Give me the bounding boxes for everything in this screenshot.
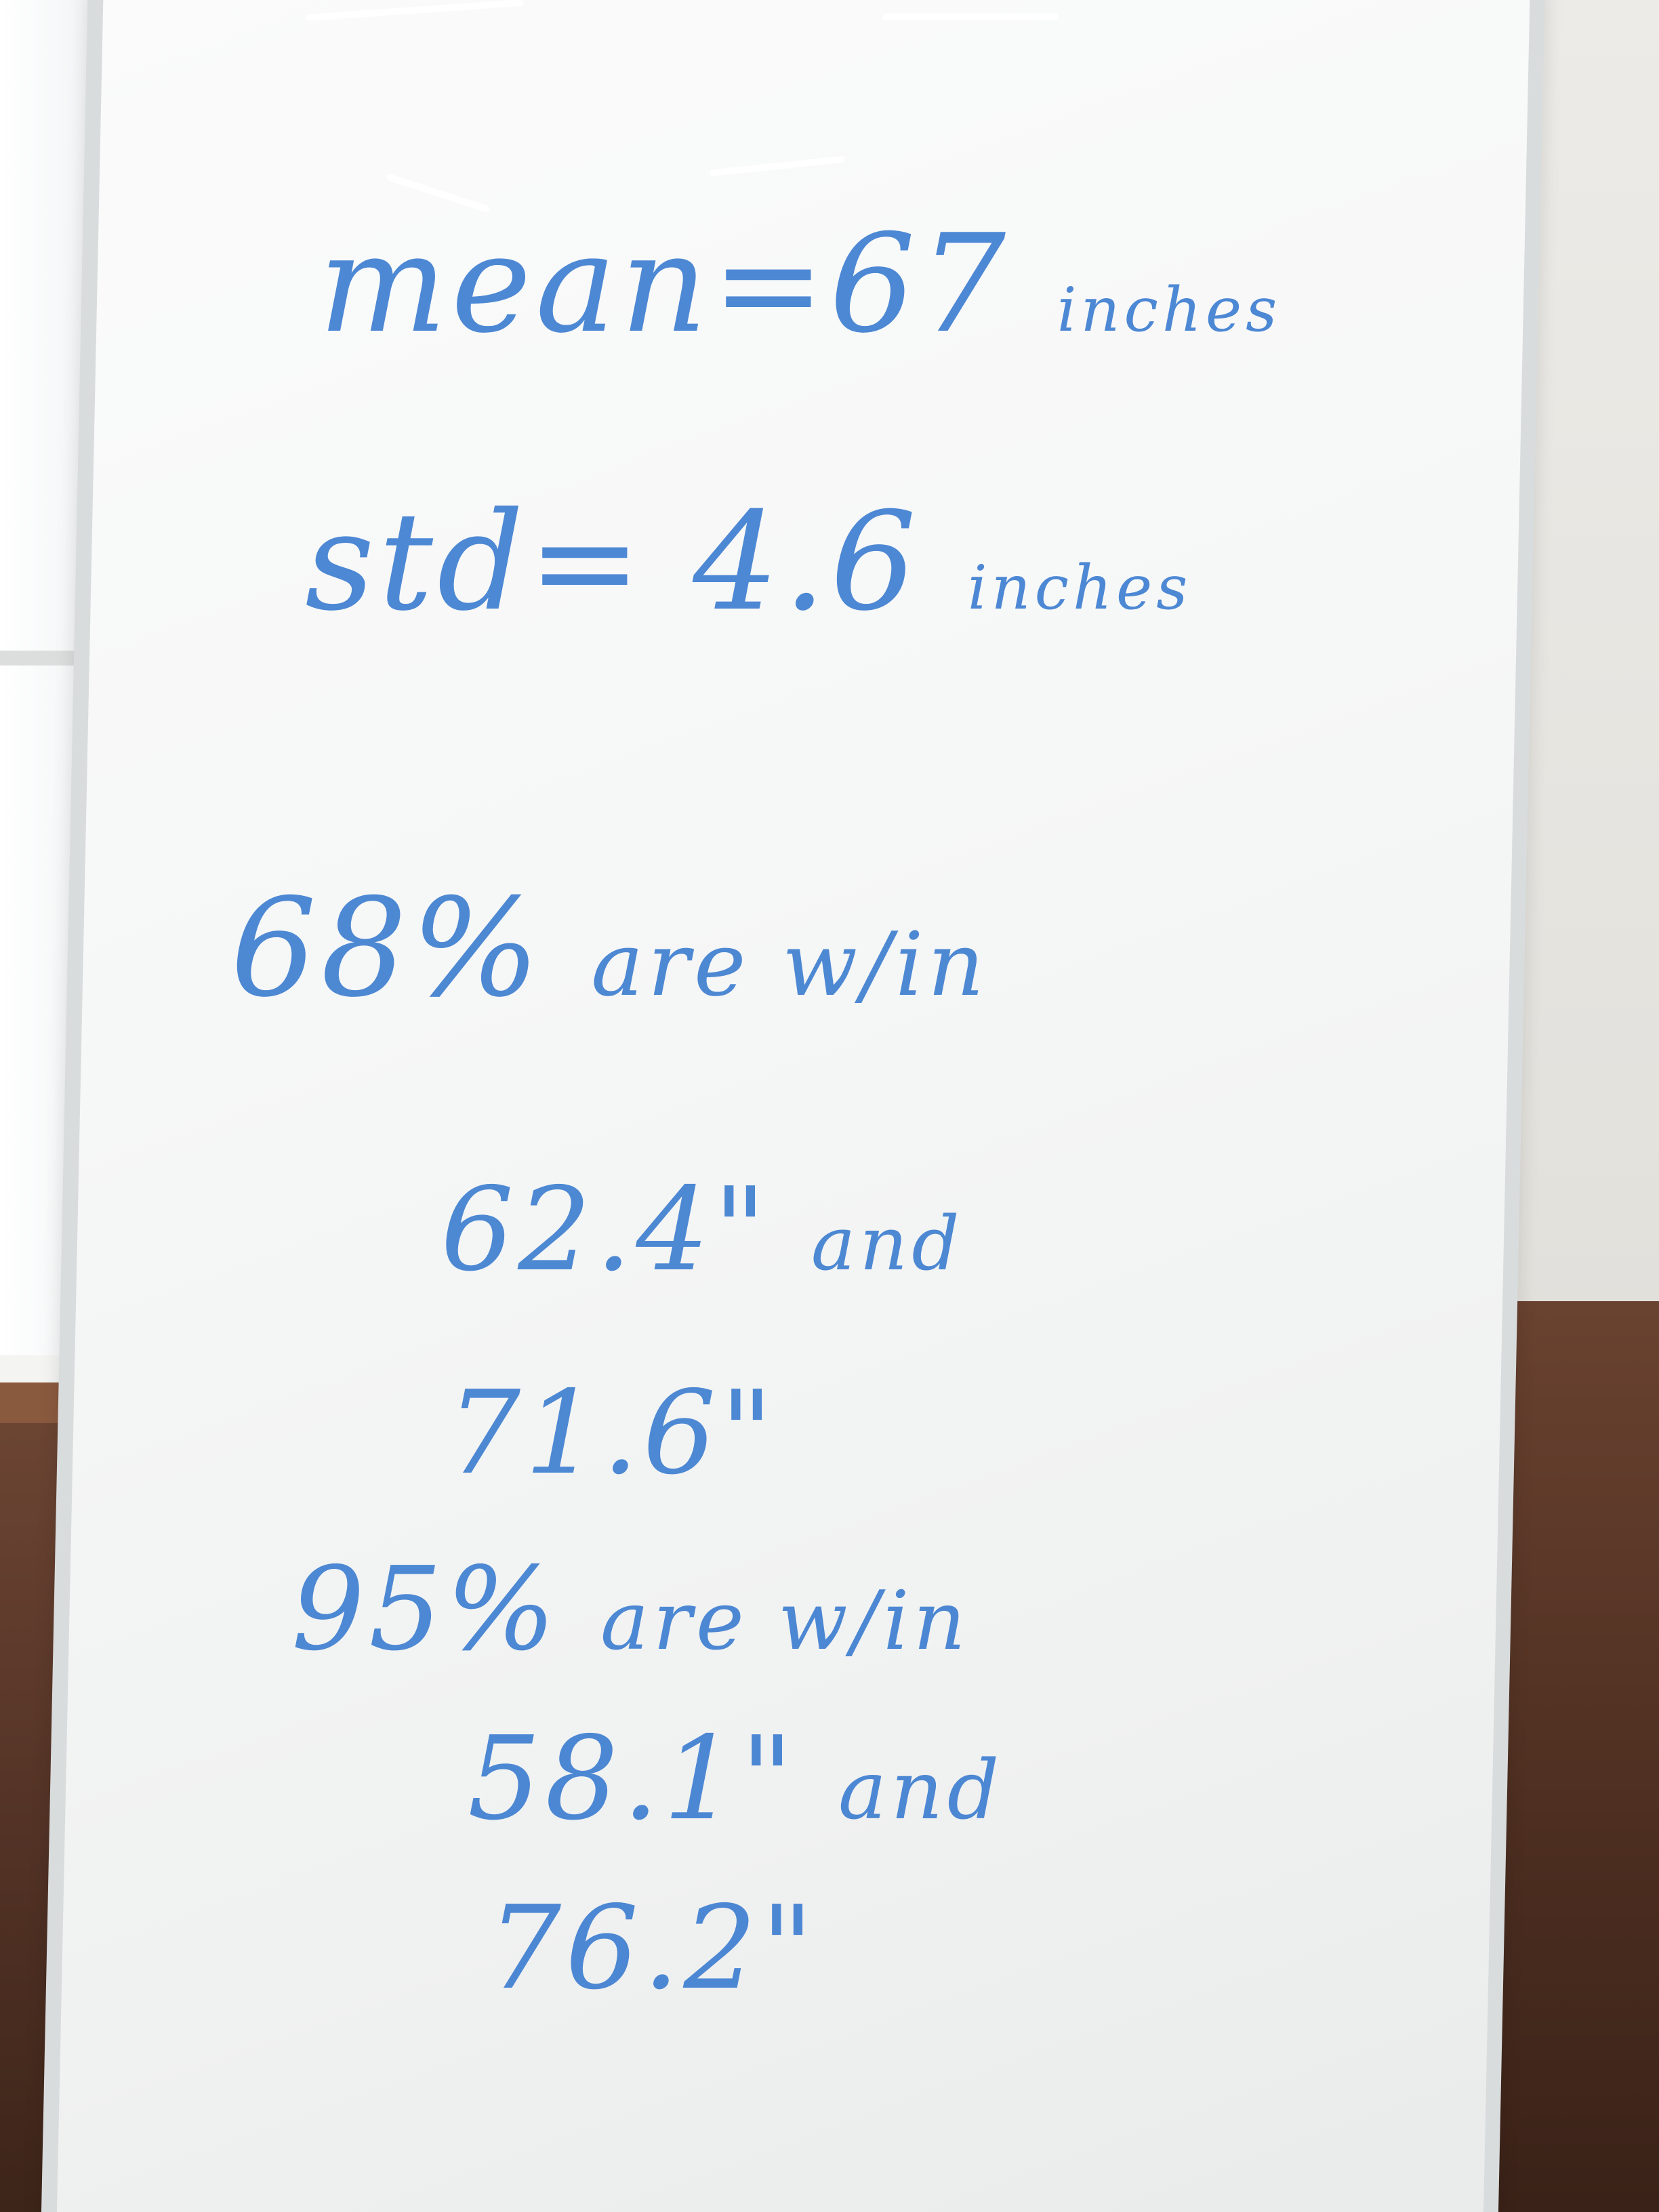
upper-bound-2-line: 76.2": [488, 1891, 818, 2006]
and-text-2: and: [838, 1744, 1004, 1838]
value-62-4: 62.4": [441, 1163, 771, 1297]
ceiling-glare: [306, 0, 524, 22]
lower-bound-1-line: 62.4" and: [441, 1172, 964, 1288]
ninety-five-percent-line: 95% are w/in: [291, 1552, 970, 1667]
within-text-1: are w/in: [591, 913, 989, 1016]
mean-text: mean=67: [319, 205, 1010, 363]
percent-68: 68%: [230, 869, 544, 1027]
mean-line: mean=67 inches: [319, 217, 1281, 352]
lower-bound-2-line: 58.1" and: [468, 1721, 1003, 1837]
sixty-eight-percent-line: 68% are w/in: [230, 881, 988, 1017]
ceiling-glare: [882, 14, 1059, 20]
ceiling-glare: [710, 155, 846, 177]
value-58-1: 58.1": [468, 1712, 798, 1846]
mean-unit: inches: [1057, 274, 1282, 346]
window-frame: [0, 651, 88, 665]
and-text-1: and: [811, 1200, 964, 1287]
percent-95: 95%: [291, 1542, 560, 1677]
value-76-2: 76.2": [488, 1881, 818, 2015]
std-line: std= 4.6 inches: [305, 495, 1191, 630]
value-71-6: 71.6": [447, 1366, 777, 1500]
upper-bound-1-line: 71.6": [447, 1376, 777, 1491]
std-text: std= 4.6: [305, 483, 921, 641]
std-unit: inches: [967, 552, 1192, 623]
within-text-2: are w/in: [600, 1574, 970, 1668]
